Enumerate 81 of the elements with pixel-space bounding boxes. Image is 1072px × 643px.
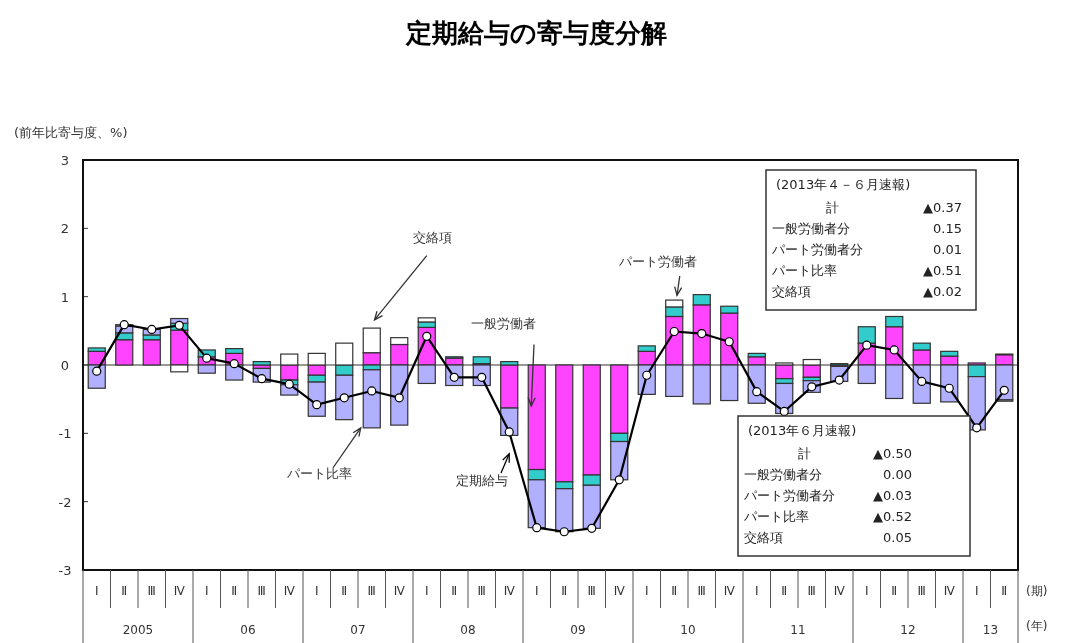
- x-tick-label: Ⅳ: [503, 584, 515, 598]
- y-tick-label: 0: [60, 358, 70, 373]
- annotation: ▲0.51: [923, 263, 962, 278]
- text: 07: [350, 623, 366, 637]
- x-tick-label: Ⅰ: [424, 584, 429, 598]
- x-tick-label: Ⅲ: [147, 584, 156, 598]
- y-tick-label: -3: [58, 563, 72, 578]
- series-label: パート労働者: [617, 253, 697, 269]
- text: 13: [982, 623, 999, 637]
- y-tick-label: -1: [58, 426, 72, 442]
- y-axis-title: (前年比寄与度、%): [14, 125, 128, 140]
- text: (年): [1026, 619, 1048, 633]
- x-tick-label: Ⅱ: [121, 584, 128, 598]
- y-tick-label: 1: [60, 289, 70, 305]
- annotation: 0.00: [883, 467, 912, 482]
- text: 08: [460, 623, 476, 637]
- text: パート比率: [286, 465, 352, 481]
- x-tick-label: Ⅱ: [561, 584, 568, 598]
- annotation: (2013年４－６月速報): [776, 177, 911, 192]
- annotation: パート比率: [771, 263, 837, 278]
- x-tick-label: Ⅱ: [451, 584, 458, 598]
- x-tick-label: Ⅳ: [393, 584, 405, 598]
- annotation: 0.05: [883, 530, 912, 545]
- x-tick-label: Ⅰ: [534, 584, 539, 598]
- x-tick-label: Ⅲ: [697, 584, 706, 598]
- x-tick-label: Ⅲ: [367, 584, 376, 598]
- annotation: 0.01: [933, 242, 962, 257]
- x-tick-label: Ⅱ: [341, 584, 348, 598]
- annotation: 計: [826, 200, 839, 215]
- annotation: 一般労働者分: [744, 467, 822, 482]
- x-tick-label: Ⅲ: [257, 584, 266, 598]
- annotation: パート比率: [743, 509, 809, 524]
- annotation: ▲0.03: [873, 488, 912, 503]
- x-tick-label: Ⅰ: [644, 584, 649, 598]
- annotation: 計: [798, 446, 811, 461]
- annotation: パート労働者分: [771, 242, 863, 257]
- x-tick-label: Ⅲ: [917, 584, 926, 598]
- text: 06: [240, 623, 256, 637]
- y-tick-label: 3: [60, 153, 70, 168]
- y-tick-label: 2: [60, 221, 70, 237]
- x-tick-label: Ⅲ: [587, 584, 596, 598]
- y-tick-label: -2: [58, 494, 72, 510]
- annotation: ▲0.52: [873, 509, 912, 524]
- text: 2005: [122, 623, 154, 637]
- x-tick-label: Ⅰ: [204, 584, 209, 598]
- annotation: 0.15: [933, 221, 962, 236]
- text: 12: [900, 623, 916, 637]
- x-axis-title: (期): [1026, 584, 1048, 598]
- annotation: ▲0.02: [923, 284, 962, 299]
- x-tick-label: Ⅰ: [974, 584, 979, 598]
- annotation: 一般労働者分: [772, 221, 850, 236]
- x-tick-label: Ⅳ: [173, 584, 185, 598]
- annotation: 交絡項: [744, 530, 783, 545]
- x-tick-label: Ⅰ: [864, 584, 869, 598]
- x-tick-label: Ⅲ: [477, 584, 486, 598]
- x-tick-label: Ⅳ: [943, 584, 955, 598]
- annotation: ▲0.37: [923, 200, 962, 215]
- annotation: 交絡項: [772, 284, 811, 299]
- x-tick-label: Ⅱ: [1001, 584, 1008, 598]
- legend-label: 定期給与: [455, 472, 508, 488]
- x-tick-label: Ⅰ: [94, 584, 99, 598]
- x-tick-label: Ⅰ: [314, 584, 319, 598]
- x-tick-label: Ⅱ: [891, 584, 898, 598]
- x-tick-label: Ⅲ: [807, 584, 816, 598]
- text: 交絡項: [412, 230, 452, 245]
- text: 一般労働者: [471, 316, 537, 332]
- x-tick-label: Ⅱ: [231, 584, 238, 598]
- text: 09: [570, 623, 586, 637]
- chart-title: 定期給与の寄与度分解: [404, 18, 667, 48]
- x-tick-label: Ⅰ: [754, 584, 759, 598]
- x-tick-label: Ⅳ: [613, 584, 625, 598]
- annotation: (2013年６月速報): [748, 423, 857, 438]
- annotation: ▲0.50: [873, 446, 912, 461]
- x-tick-label: Ⅳ: [833, 584, 845, 598]
- text: 11: [790, 623, 806, 637]
- x-tick-label: Ⅳ: [723, 584, 735, 598]
- x-tick-label: Ⅱ: [781, 584, 788, 598]
- x-tick-label: Ⅱ: [671, 584, 678, 598]
- annotation: パート労働者分: [743, 488, 835, 503]
- x-tick-label: Ⅳ: [283, 584, 295, 598]
- text: 10: [680, 623, 696, 637]
